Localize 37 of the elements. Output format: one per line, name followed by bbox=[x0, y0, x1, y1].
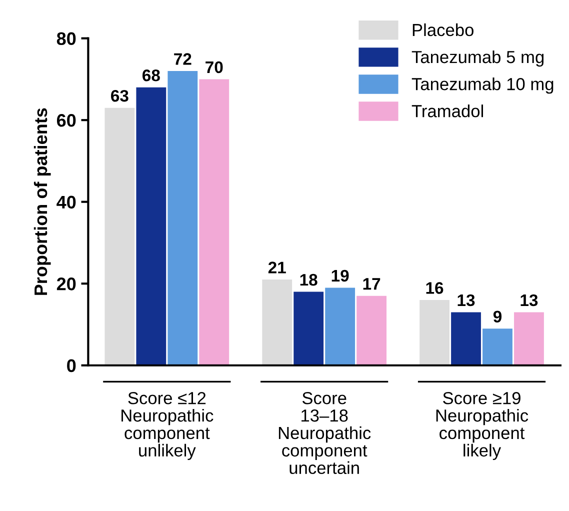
y-tick-label: 80 bbox=[56, 32, 76, 46]
bar bbox=[104, 108, 135, 366]
x-tick-label: Score ≥19 Neuropathic component likely bbox=[436, 392, 528, 460]
data-label: 13 bbox=[458, 294, 475, 306]
legend-label: Tramadol bbox=[412, 104, 483, 118]
x-tick-label: Score 13–18 Neuropathic component uncertain bbox=[278, 392, 371, 474]
bar bbox=[356, 296, 387, 366]
bar bbox=[262, 280, 292, 366]
data-label: 9 bbox=[493, 310, 502, 322]
y-axis-title: Proportion of patients bbox=[34, 108, 51, 295]
legend-label: Tanezumab 10 mg bbox=[412, 78, 554, 94]
y-tick-label: 40 bbox=[56, 196, 76, 209]
data-label: 70 bbox=[206, 61, 223, 74]
bar bbox=[514, 312, 544, 366]
bar bbox=[199, 79, 230, 366]
data-label: 17 bbox=[363, 278, 380, 290]
x-tick-label: Score ≤12 Neuropathic component unlikely bbox=[122, 392, 214, 460]
data-label: 19 bbox=[332, 270, 349, 282]
data-label: 18 bbox=[300, 274, 318, 286]
bar bbox=[482, 328, 512, 366]
legend-label: Tanezumab 5 mg bbox=[412, 50, 544, 67]
y-tick-label: 0 bbox=[67, 359, 76, 372]
bar bbox=[325, 288, 356, 366]
y-tick-label: 20 bbox=[56, 278, 76, 290]
legend-label: Placebo bbox=[412, 23, 474, 36]
data-label: 13 bbox=[520, 294, 538, 306]
data-label: 21 bbox=[268, 262, 286, 274]
bar bbox=[136, 87, 166, 366]
bar bbox=[451, 312, 481, 366]
bar bbox=[294, 292, 324, 366]
data-label: 63 bbox=[111, 90, 128, 102]
bar bbox=[420, 300, 450, 366]
bar bbox=[168, 71, 198, 366]
data-label: 68 bbox=[142, 70, 160, 82]
data-label: 72 bbox=[174, 53, 192, 65]
y-tick-label: 60 bbox=[56, 114, 76, 127]
data-label: 16 bbox=[426, 282, 444, 294]
